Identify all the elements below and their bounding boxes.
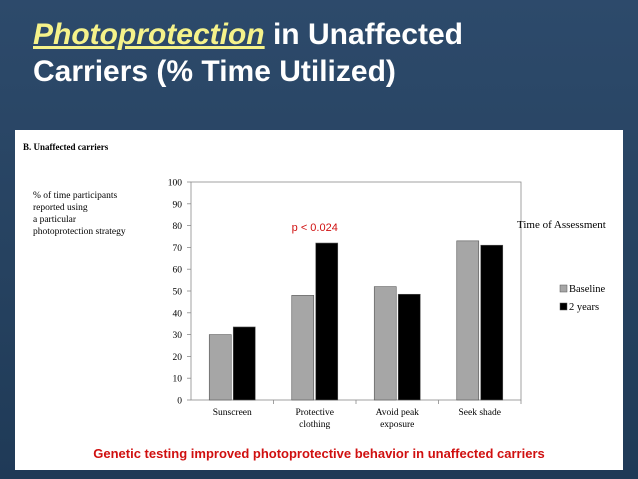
x-tick-label: Protective [295,408,334,418]
y-axis-label-line: reported using [33,203,88,213]
slide-title: Photoprotection in Unaffected Carriers (%… [33,16,623,90]
chart-caption: Genetic testing improved photoprotective… [93,446,545,461]
bar-2-years [315,242,339,401]
x-tick-label: Seek shade [459,408,501,418]
y-tick-label: 50 [173,288,183,298]
bar-2-years [397,293,421,401]
y-axis-label-line: photoprotection strategy [33,227,126,237]
legend-label: 2 years [569,302,599,313]
bar-2-years [480,244,504,401]
bar-baseline [291,295,315,401]
y-tick-label: 10 [173,375,183,385]
y-tick-label: 80 [173,222,183,232]
panel-title: B. Unaffected carriers [23,142,109,152]
bar-baseline [208,334,232,401]
bar-baseline [456,240,480,401]
y-tick-label: 0 [177,397,182,407]
y-tick-label: 40 [173,309,183,319]
title-rest: in Unaffected [264,18,463,51]
legend-title: Time of Assessment [517,219,606,231]
legend-swatch [559,302,568,311]
x-tick-label: Sunscreen [213,408,252,418]
y-tick-label: 30 [173,331,183,341]
y-axis-label-line: a particular [33,215,77,225]
title-highlight: Photoprotection [33,18,265,51]
x-tick-label: Avoid peak [376,408,420,418]
chart-panel: B. Unaffected carriers % of time particip… [15,130,623,470]
title-line-2: Carriers (% Time Utilized) [33,55,396,88]
y-tick-label: 90 [173,200,183,210]
bar-chart: B. Unaffected carriers % of time particip… [23,142,606,430]
bar-2-years [232,326,256,401]
y-axis-label-line: % of time participants [33,190,117,201]
legend-label: Baseline [569,284,605,295]
legend-swatch [559,284,568,293]
y-tick-label: 20 [173,353,183,363]
y-tick-label: 60 [173,266,183,276]
x-tick-label: exposure [380,420,414,430]
p-value-annotation: p < 0.024 [292,222,338,234]
y-tick-label: 100 [168,179,183,189]
y-tick-label: 70 [173,244,183,254]
x-tick-label: clothing [299,420,330,430]
bar-baseline [373,286,397,401]
